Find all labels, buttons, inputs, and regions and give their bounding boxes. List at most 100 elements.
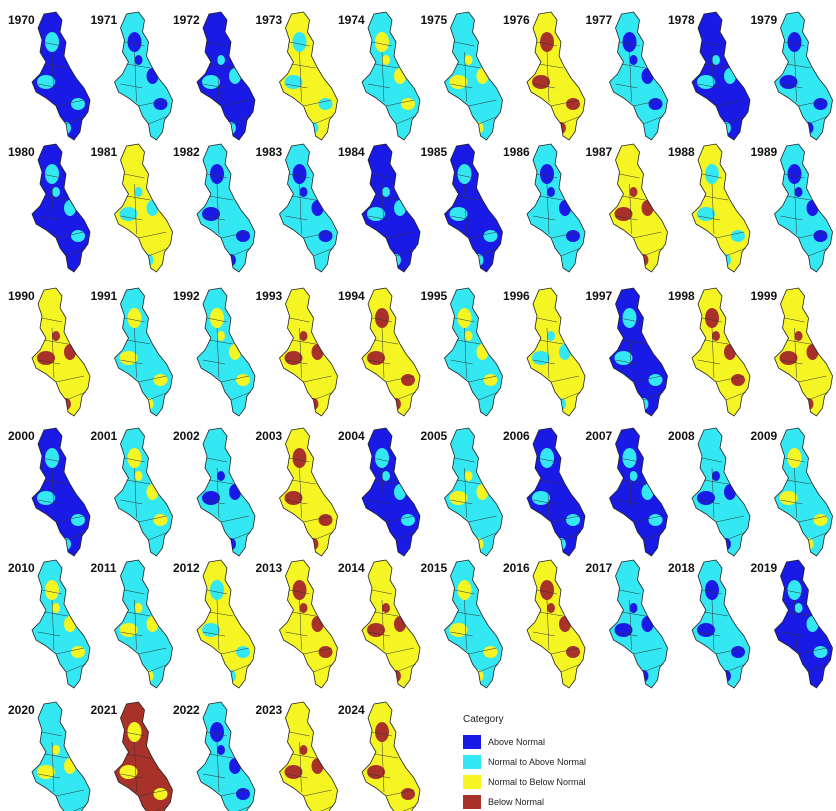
accent-area [540, 448, 554, 468]
district-lines [532, 41, 582, 125]
country-fill [774, 560, 833, 688]
country-fill [692, 428, 750, 556]
accent-area [375, 448, 389, 468]
year-label: 2013 [256, 561, 283, 575]
district-lines [450, 589, 499, 673]
accent-area [236, 646, 250, 658]
accent-area [787, 32, 802, 52]
district-lines [697, 589, 747, 673]
district-lines [697, 173, 747, 257]
map-panel: 1971 [91, 11, 173, 141]
map-panel: 1990 [8, 287, 91, 417]
accent-area [153, 98, 168, 110]
accent-area [629, 55, 638, 65]
accent-area [217, 471, 225, 481]
year-label: 1995 [421, 289, 448, 303]
year-label: 2003 [256, 429, 283, 443]
accent-areas [284, 32, 333, 134]
accent-area [483, 646, 498, 658]
district-lines [532, 173, 582, 257]
district-lines [780, 589, 829, 673]
legend-label: Below Normal [488, 797, 544, 807]
accent-area [787, 448, 802, 468]
country-map [196, 143, 256, 273]
district-lines [532, 457, 582, 541]
district-lines [37, 173, 87, 257]
country-fill [279, 144, 338, 272]
accent-area [648, 98, 663, 110]
accent-area [229, 68, 241, 84]
district-lines [615, 457, 664, 541]
district-lines [285, 317, 334, 401]
year-label: 1971 [91, 13, 118, 27]
accent-area [64, 758, 76, 774]
accent-area [641, 484, 654, 500]
country-fill [362, 12, 420, 140]
accent-area [724, 484, 736, 500]
accent-area [229, 484, 241, 500]
year-label: 1973 [256, 13, 283, 27]
accent-area [629, 603, 638, 613]
country-fill [114, 288, 173, 416]
accent-area [119, 207, 138, 221]
district-lines [37, 41, 87, 125]
accent-area [394, 68, 406, 84]
country-map [526, 11, 586, 141]
accent-area [532, 351, 550, 365]
accent-area [375, 308, 389, 328]
map-panel: 2018 [668, 559, 751, 689]
accent-areas [119, 722, 168, 800]
district-lines [367, 731, 417, 811]
accent-area [449, 207, 468, 221]
accent-area [153, 374, 168, 386]
map-panel: 2022 [173, 701, 256, 811]
accent-areas [45, 164, 85, 242]
accent-area [153, 788, 168, 800]
accent-area [457, 164, 472, 184]
accent-area [52, 331, 60, 341]
country-map [691, 427, 751, 557]
accent-area [45, 32, 59, 52]
year-label: 1999 [751, 289, 778, 303]
accent-area [292, 164, 307, 184]
year-label: 1978 [668, 13, 695, 27]
country-map [691, 559, 751, 689]
accent-area [71, 646, 85, 658]
year-label: 2014 [338, 561, 365, 575]
district-lines [120, 41, 169, 125]
accent-area [210, 164, 224, 184]
map-panel: 2008 [668, 427, 751, 557]
accent-area [284, 765, 303, 779]
accent-area [401, 374, 415, 386]
country-fill [692, 288, 750, 416]
accent-area [52, 187, 60, 197]
map-panel: 1979 [751, 11, 833, 141]
accent-area [37, 351, 55, 365]
accent-area [64, 200, 76, 216]
map-panel: 1978 [668, 11, 751, 141]
map-panel: 1983 [256, 143, 338, 273]
map-panel: 2006 [503, 427, 586, 557]
accent-area [119, 623, 138, 637]
district-lines [615, 173, 664, 257]
accent-area [311, 200, 324, 216]
district-lines [780, 41, 829, 125]
accent-area [566, 98, 580, 110]
year-label: 1996 [503, 289, 530, 303]
accent-area [532, 491, 550, 505]
accent-area [731, 230, 745, 242]
accent-area [299, 187, 308, 197]
country-fill [774, 12, 833, 140]
district-lines [697, 317, 747, 401]
accent-area [614, 623, 633, 637]
year-label: 2019 [751, 561, 778, 575]
district-lines [285, 589, 334, 673]
accent-area [367, 207, 385, 221]
accent-area [540, 164, 554, 184]
country-map [609, 143, 668, 273]
legend-swatch [463, 755, 481, 769]
accent-area [697, 75, 715, 89]
year-label: 1975 [421, 13, 448, 27]
country-map [361, 701, 421, 811]
accent-area [806, 344, 819, 360]
